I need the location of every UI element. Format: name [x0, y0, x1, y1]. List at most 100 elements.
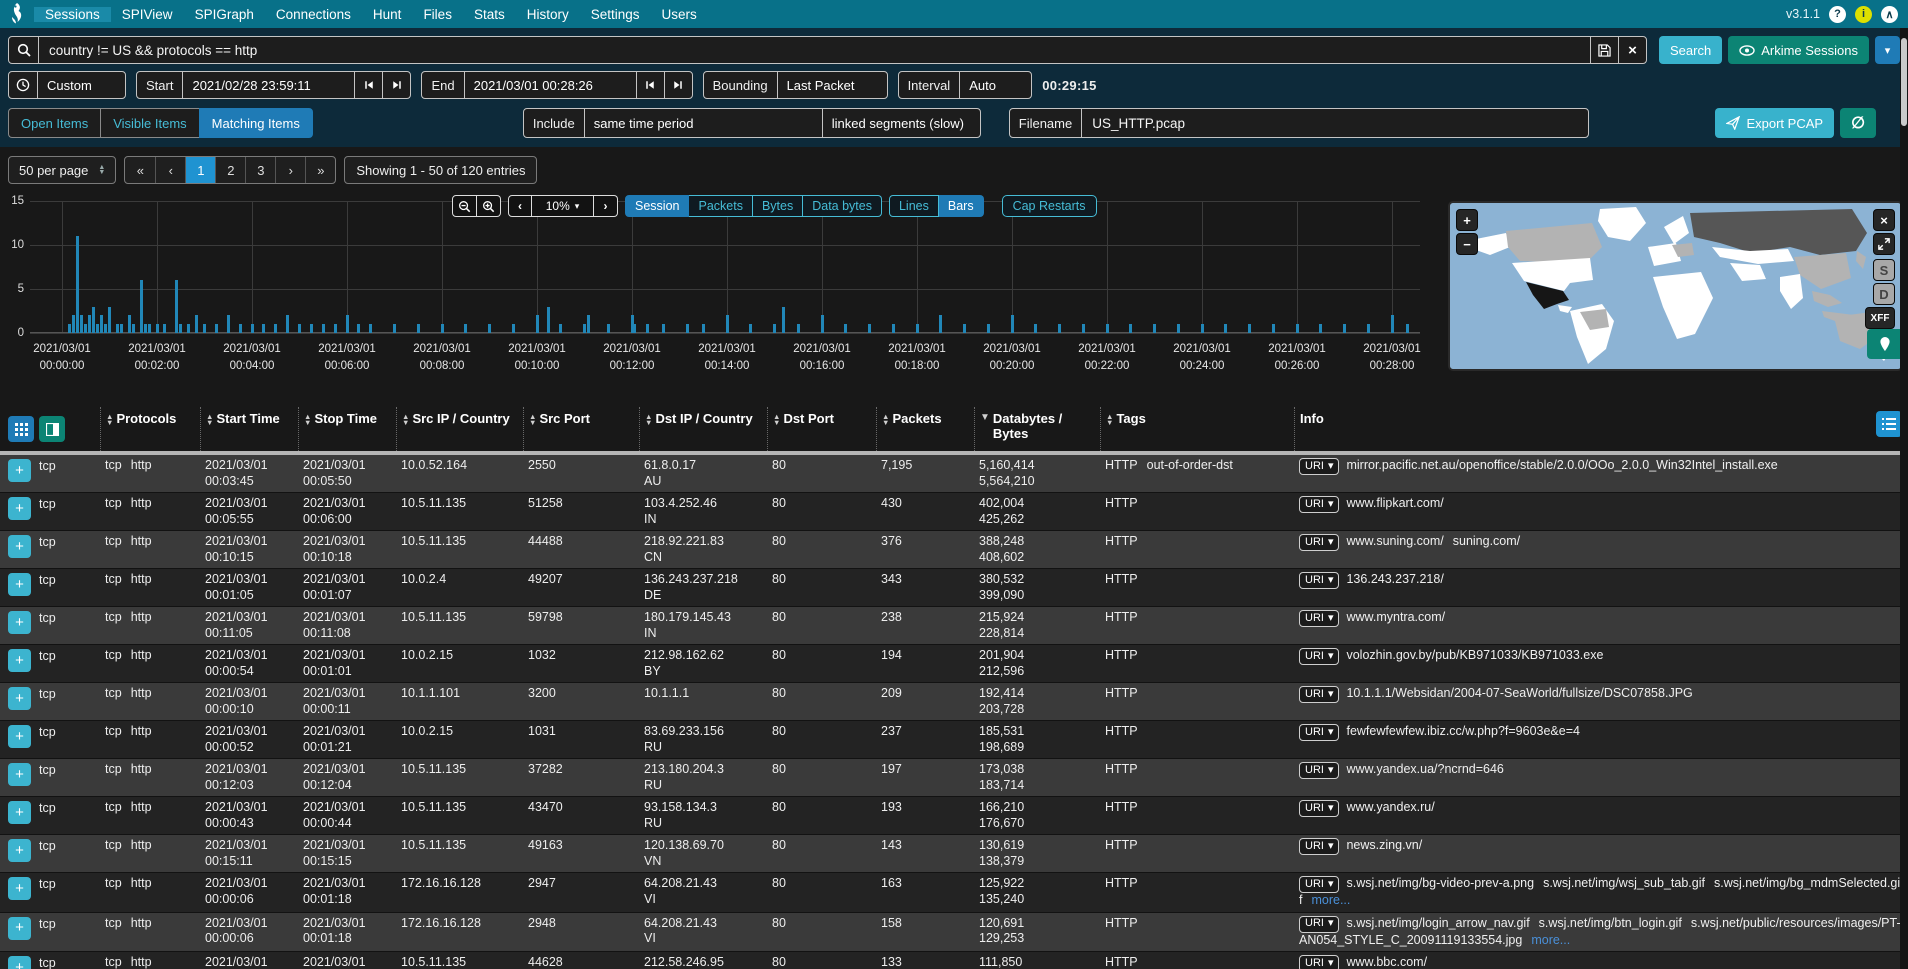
expand-session-button[interactable]: +: [8, 649, 31, 672]
linked-segments-option[interactable]: linked segments (slow): [821, 109, 980, 137]
chart-plot[interactable]: [30, 200, 1420, 334]
tag[interactable]: HTTP: [1105, 534, 1138, 548]
dst-ip[interactable]: 212.98.162.62: [644, 648, 724, 662]
series-toggle-session[interactable]: Session: [625, 195, 690, 217]
uri-dropdown-button[interactable]: URI ▾: [1299, 458, 1340, 475]
table-row[interactable]: + tcp tcp http 2021/03/01 00:12:03 2021/03/01 0…: [0, 759, 1908, 797]
map-src-toggle[interactable]: S: [1873, 259, 1895, 281]
info-uri-link[interactable]: www.yandex.ua/?ncrnd=646: [1346, 762, 1504, 776]
src-port-cell[interactable]: 44488: [528, 534, 563, 548]
expand-session-button[interactable]: +: [8, 573, 31, 596]
info-uri-link[interactable]: s.wsj.net/img/bg-video-prev-a.png: [1346, 876, 1535, 890]
info-uri-link[interactable]: suning.com/: [1452, 534, 1521, 548]
info-uri-link[interactable]: www.myntra.com/: [1346, 610, 1446, 624]
tab-visible-items[interactable]: Visible Items: [100, 108, 199, 138]
table-row[interactable]: +tcptcphttp2021/03/0100:12:162021/03/010…: [0, 952, 1908, 969]
protocol-tag[interactable]: tcp: [105, 915, 122, 930]
search-input[interactable]: [39, 37, 1590, 63]
protocol-tag[interactable]: http: [130, 724, 152, 738]
table-row[interactable]: + tcp tcp http 2021/03/01 00:05:55 2021/03/01 0…: [0, 493, 1908, 531]
dst-ip[interactable]: 83.69.233.156: [644, 724, 724, 738]
src-port-cell[interactable]: 43470: [528, 800, 563, 814]
start-skip-back-button[interactable]: [354, 72, 382, 98]
expand-session-button[interactable]: +: [8, 611, 31, 634]
toggle-view-grid-button[interactable]: [8, 416, 34, 442]
arkime-owl-logo[interactable]: [0, 0, 34, 28]
zoom-out-button[interactable]: [452, 195, 477, 217]
pager-nav-button[interactable]: «: [136, 162, 144, 178]
src-port-cell[interactable]: 51258: [528, 496, 563, 510]
table-row[interactable]: + tcp tcp http 2021/03/01 00:00:10 2021/03/01 0…: [0, 683, 1908, 721]
export-pcap-button[interactable]: Export PCAP: [1715, 108, 1835, 138]
style-toggle-bars[interactable]: Bars: [938, 195, 984, 217]
protocol-tag[interactable]: tcp: [105, 724, 122, 738]
protocol-tag[interactable]: http: [130, 458, 152, 472]
expand-session-button[interactable]: +: [8, 801, 31, 824]
tag[interactable]: HTTP: [1105, 572, 1138, 586]
views-dropdown-button[interactable]: ▾: [1875, 36, 1900, 64]
protocol-tag[interactable]: http: [130, 534, 152, 548]
src-port-cell[interactable]: 59798: [528, 610, 563, 624]
info-uri-link[interactable]: s.wsj.net/img/bg_mdmSelected.gif: [1299, 876, 1901, 907]
table-row[interactable]: + tcp tcp http 2021/03/01 00:00:06 2021/03/01 0…: [0, 873, 1908, 913]
info-icon[interactable]: i: [1855, 5, 1872, 23]
uri-dropdown-button[interactable]: URI ▾: [1299, 762, 1340, 779]
expand-session-button[interactable]: +: [8, 459, 31, 482]
src-ip[interactable]: 10.0.52.164: [401, 458, 468, 472]
info-uri-link[interactable]: www.yandex.ru/: [1346, 800, 1435, 814]
info-uri-link[interactable]: 136.243.237.218/: [1346, 572, 1444, 586]
table-row[interactable]: + tcp tcp http 2021/03/01 00:00:54 2021/03/01 0…: [0, 645, 1908, 683]
table-row[interactable]: + tcp tcp http 2021/03/01 00:11:05 2021/03/01 0…: [0, 607, 1908, 645]
dst-ip[interactable]: 120.138.69.70: [644, 838, 724, 852]
dst-ip[interactable]: 103.4.252.46: [644, 496, 717, 510]
cap-restarts-button[interactable]: Cap Restarts: [1001, 195, 1097, 217]
protocol-tag[interactable]: http: [130, 686, 152, 700]
expand-session-button[interactable]: +: [8, 763, 31, 786]
protocol-tag[interactable]: tcp: [105, 458, 122, 472]
nav-item-sessions[interactable]: Sessions: [34, 6, 111, 22]
dst-port-cell[interactable]: 80: [772, 762, 786, 776]
tag[interactable]: HTTP: [1105, 648, 1138, 662]
src-port-cell[interactable]: 2948: [528, 915, 556, 930]
protocol-tag[interactable]: tcp: [105, 838, 122, 852]
include-select[interactable]: same time period: [583, 109, 822, 137]
src-port-cell[interactable]: 1032: [528, 648, 556, 662]
expand-session-button[interactable]: +: [8, 687, 31, 710]
uri-dropdown-button[interactable]: URI ▾: [1299, 534, 1340, 551]
uri-dropdown-button[interactable]: URI ▾: [1299, 686, 1340, 703]
table-row[interactable]: + tcp tcp http 2021/03/01 00:00:43 2021/03/01 0…: [0, 797, 1908, 835]
info-uri-link[interactable]: www.flipkart.com/: [1346, 496, 1444, 510]
info-uri-link[interactable]: s.wsj.net/img/btn_login.gif: [1538, 915, 1682, 930]
src-ip[interactable]: 10.5.11.135: [401, 534, 467, 548]
dst-port-cell[interactable]: 80: [772, 496, 786, 510]
tag[interactable]: HTTP: [1105, 458, 1138, 472]
dst-country[interactable]: RU: [644, 777, 663, 792]
end-skip-back-button[interactable]: [635, 72, 664, 98]
dst-country[interactable]: VI: [644, 931, 656, 945]
map-close-button[interactable]: ×: [1873, 209, 1895, 231]
table-row[interactable]: + tcp tcp http 2021/03/01 00:00:52 2021/03/01 0…: [0, 721, 1908, 759]
tab-open-items[interactable]: Open Items: [8, 108, 101, 138]
pan-right-button[interactable]: ›: [594, 195, 618, 217]
tag[interactable]: HTTP: [1105, 955, 1138, 969]
info-uri-link[interactable]: www.suning.com/: [1346, 534, 1444, 548]
table-row[interactable]: + tcp tcp http 2021/03/01 00:15:11 2021/03/01 0…: [0, 835, 1908, 873]
dst-port-cell[interactable]: 80: [772, 838, 786, 852]
tag[interactable]: HTTP: [1105, 838, 1138, 852]
src-ip[interactable]: 172.16.16.128: [401, 915, 481, 930]
uri-dropdown-button[interactable]: URI ▾: [1299, 915, 1340, 933]
dst-port-cell[interactable]: 80: [772, 648, 786, 662]
protocol-tag[interactable]: http: [130, 648, 152, 662]
dst-port-cell[interactable]: 80: [772, 686, 786, 700]
src-ip[interactable]: 10.0.2.15: [401, 648, 454, 662]
info-uri-link[interactable]: fewfewfewfew.ibiz.cc/w.php?f=9603e&e=4: [1346, 724, 1580, 738]
bounding-select[interactable]: Last Packet: [776, 72, 887, 98]
tag[interactable]: out-of-order-dst: [1146, 458, 1233, 472]
info-uri-link[interactable]: s.wsj.net/img/login_arrow_nav.gif: [1346, 915, 1530, 930]
src-ip[interactable]: 10.5.11.135: [401, 762, 467, 776]
map-zoom-out-button[interactable]: −: [1456, 233, 1478, 255]
map-zoom-in-button[interactable]: +: [1456, 209, 1478, 231]
protocol-tag[interactable]: tcp: [105, 648, 122, 662]
tab-matching-items[interactable]: Matching Items: [198, 108, 313, 138]
src-ip[interactable]: 10.0.2.15: [401, 724, 454, 738]
